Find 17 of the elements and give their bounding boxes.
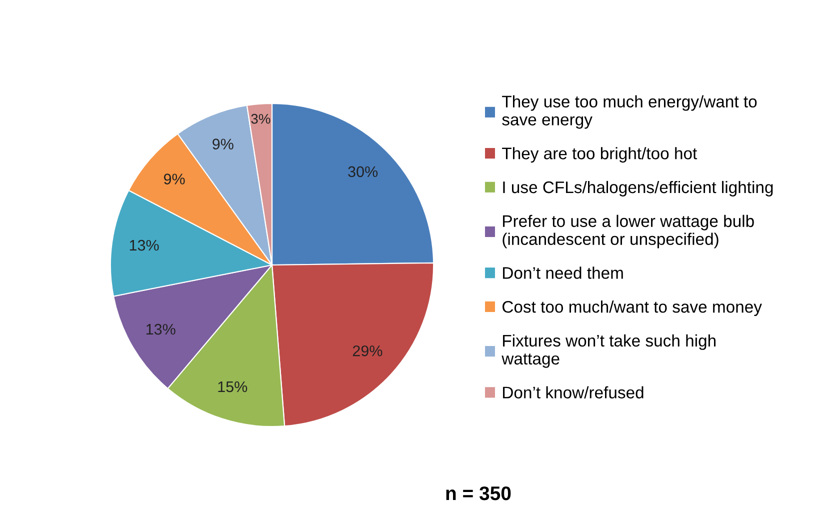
data-label: 29% (352, 345, 382, 356)
data-label: 15% (218, 381, 248, 392)
legend-label: Don’t need them (503, 266, 623, 279)
data-label: 13% (130, 240, 159, 251)
data-label: 13% (146, 324, 176, 335)
legend-label: Cost too much/want to save money (502, 300, 762, 316)
text: n = 350 (446, 486, 511, 500)
legend-label: Prefer to use a lower wattage bulb (incandescent or unspecified) (502, 214, 754, 248)
legend-label: They are too bright/too hot (502, 147, 698, 163)
data-label: 3% (251, 114, 270, 124)
legend-label: I use CFLs/halogens/efficient lighting (503, 180, 773, 196)
data-label: 30% (348, 166, 378, 178)
legend-label: They use too much energy/want to save energy (502, 95, 757, 129)
legend-label: Fixtures won’t take such high wattage (502, 334, 716, 368)
data-label: 9% (212, 138, 234, 150)
legend-label: Don’t know/refused (503, 386, 644, 398)
data-label: 9% (164, 174, 185, 184)
